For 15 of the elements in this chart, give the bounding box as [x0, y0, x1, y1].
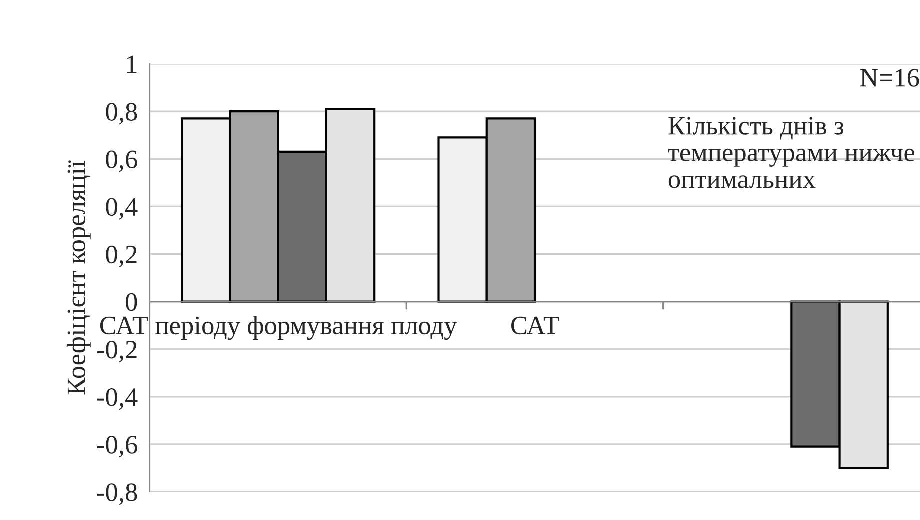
x-tick-label: Кількість днів з температурами нижче оптимальних [668, 117, 914, 188]
x-tick-label: САТ періоду формування плоду [100, 316, 458, 340]
x-tick-label: САТ [512, 316, 560, 335]
y-tick-label: -0,4 [97, 388, 138, 410]
y-tick-label: 1 [127, 56, 137, 74]
y-axis-title: Коефіцієнт кореляції [66, 160, 91, 395]
y-tick-label: 0,2 [106, 246, 137, 268]
y-tick-label: -0,8 [97, 484, 138, 506]
y-tick-label: 0,8 [106, 103, 138, 125]
y-tick-label: 0,4 [106, 198, 138, 220]
y-tick-label: -0,2 [97, 340, 137, 363]
y-tick-label: -0,6 [97, 436, 138, 458]
annotation: N=16 [860, 69, 920, 87]
y-tick-label: 0,6 [106, 150, 138, 172]
y-tick-label: 0 [126, 293, 138, 312]
